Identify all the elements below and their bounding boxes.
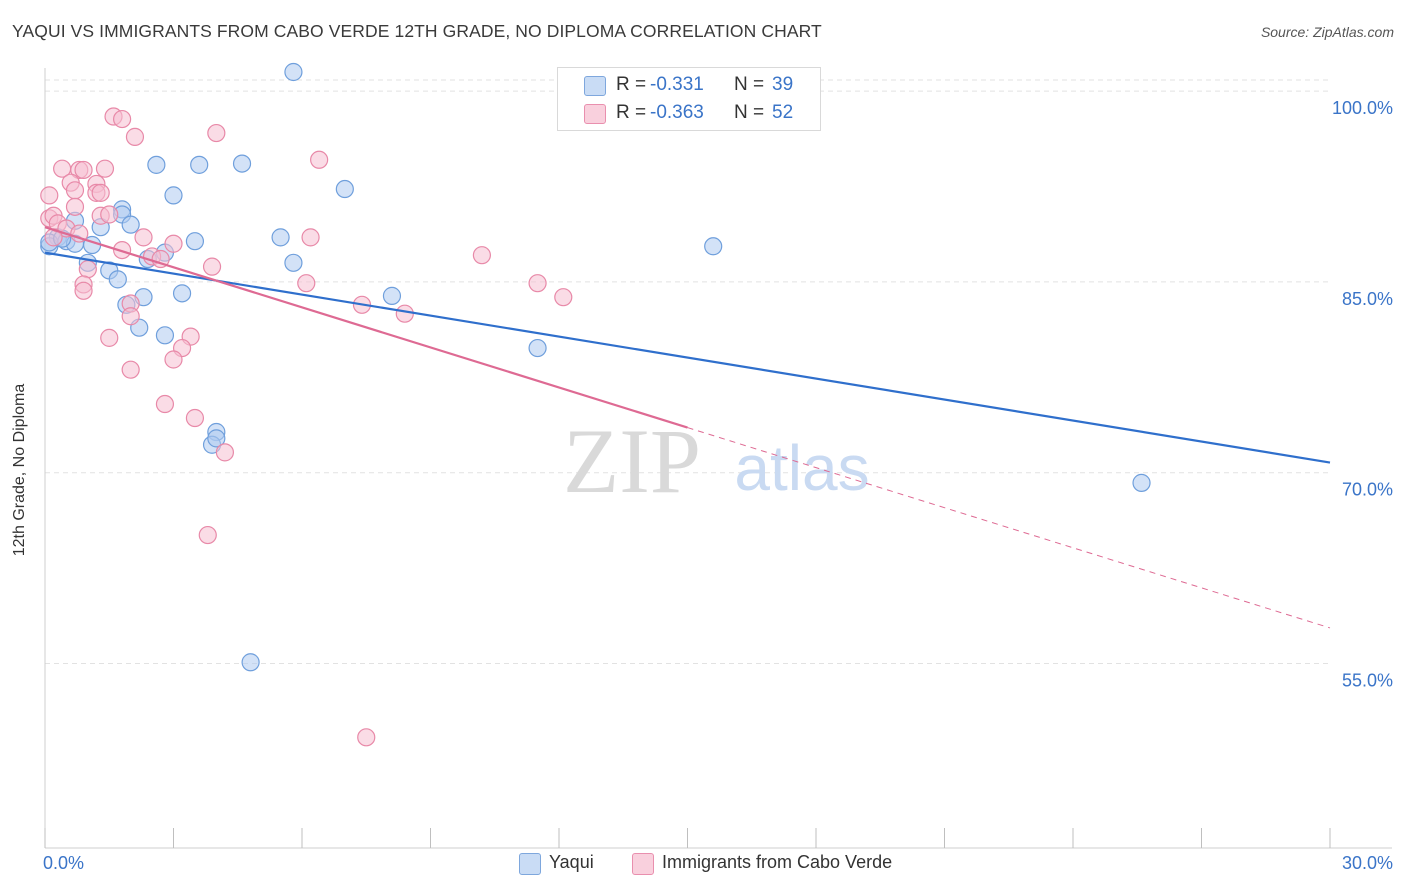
cabo-verde-point	[202, 257, 222, 276]
yaqui-point	[185, 232, 205, 251]
legend-n-label: N =	[734, 102, 765, 123]
yaqui-point	[155, 326, 175, 345]
tick-labels: 100.0% 85.0% 70.0% 55.0% 0.0% 30.0%	[43, 98, 1393, 873]
cabo-verde-point	[528, 274, 547, 293]
yaqui-point	[121, 215, 140, 234]
cabo-verde-point	[155, 394, 175, 414]
y-tick-label: 70.0%	[1342, 480, 1393, 500]
cabo-verde-point	[78, 260, 97, 279]
source-label: Source: ZipAtlas.com	[1260, 24, 1394, 40]
cabo-verde-point	[164, 234, 183, 253]
yaqui-point	[190, 155, 209, 174]
cabo-verde-point	[70, 224, 89, 243]
cabo-verde-point	[121, 360, 140, 379]
yaqui-point	[1132, 473, 1151, 492]
y-axis-label: 12th Grade, No Diploma	[11, 383, 28, 557]
y-tick-label: 55.0%	[1342, 671, 1393, 691]
yaqui-point	[241, 653, 260, 672]
watermark: ZIP atlas	[563, 410, 870, 512]
cabo-verde-point	[554, 288, 573, 307]
legend-r-label: R =	[616, 74, 647, 95]
legend-n-value: 52	[772, 102, 794, 123]
cabo-verde-point	[65, 197, 85, 216]
cabo-verde-point	[207, 123, 226, 143]
cabo-verde-point	[395, 304, 414, 323]
legend-r-value: -0.331	[650, 74, 704, 95]
chart-title: YAQUI VS IMMIGRANTS FROM CABO VERDE 12TH…	[12, 21, 822, 41]
yaqui-point	[172, 284, 192, 303]
yaqui-point	[335, 179, 354, 199]
legend-row-cabo-verde: R = -0.363 N = 52	[558, 100, 820, 128]
yaqui-point	[284, 62, 303, 82]
cabo-verde-trend-line-extension	[687, 427, 1331, 629]
legend-r-label: R =	[616, 102, 647, 123]
legend-n-label: N =	[734, 74, 765, 95]
bottom-legend-label: Yaqui	[549, 852, 594, 872]
yaqui-point	[382, 286, 402, 305]
cabo-verde-point	[151, 249, 170, 269]
legend-swatch-blue	[584, 76, 606, 96]
cabo-verde-point	[297, 274, 316, 293]
data-points	[40, 62, 1151, 747]
cabo-verde-point	[357, 728, 376, 747]
legend-r-value: -0.363	[650, 102, 704, 123]
stats-legend: R = -0.331 N = 39 R = -0.363 N = 52	[557, 67, 821, 131]
legend-n-value: 39	[772, 74, 794, 95]
legend-swatch-pink	[584, 104, 606, 124]
watermark-atlas: atlas	[734, 432, 869, 504]
x-tick-label: 0.0%	[43, 853, 84, 873]
yaqui-trend-line	[44, 251, 1331, 464]
cabo-verde-point	[215, 443, 234, 462]
cabo-verde-point	[134, 228, 153, 247]
yaqui-point	[232, 154, 252, 173]
cabo-verde-trend-line	[44, 226, 688, 429]
cabo-verde-point	[198, 525, 217, 545]
yaqui-point	[284, 253, 303, 272]
yaqui-point	[108, 270, 127, 289]
cabo-verde-point	[164, 350, 183, 369]
y-tick-label: 100.0%	[1332, 98, 1393, 118]
yaqui-point	[207, 429, 226, 448]
cabo-verde-point	[121, 307, 140, 326]
bottom-legend-swatch-blue	[519, 853, 541, 875]
cabo-verde-point	[95, 159, 115, 178]
yaqui-point	[147, 155, 166, 174]
yaqui-point	[164, 186, 183, 205]
cabo-verde-point	[301, 228, 320, 247]
yaqui-point	[528, 338, 547, 358]
regression-lines	[44, 226, 1331, 629]
cabo-verde-point	[125, 127, 145, 146]
axes	[44, 68, 1392, 849]
cabo-verde-point	[112, 109, 132, 129]
watermark-zip: ZIP	[563, 410, 701, 512]
legend-row-yaqui: R = -0.331 N = 39	[558, 72, 820, 100]
cabo-verde-point	[100, 205, 119, 224]
cabo-verde-point	[472, 246, 491, 265]
x-tick-label: 30.0%	[1342, 853, 1393, 873]
cabo-verde-point	[74, 281, 93, 300]
cabo-verde-point	[91, 183, 110, 202]
bottom-legend-swatch-pink	[632, 853, 654, 875]
cabo-verde-point	[310, 150, 329, 169]
cabo-verde-point	[100, 328, 119, 347]
cabo-verde-point	[65, 181, 85, 200]
yaqui-point	[271, 228, 290, 247]
bottom-legend-label: Immigrants from Cabo Verde	[662, 852, 893, 872]
cabo-verde-point	[185, 408, 205, 428]
cabo-verde-point	[40, 186, 59, 205]
cabo-verde-point	[74, 160, 93, 180]
yaqui-point	[704, 237, 723, 256]
y-tick-label: 85.0%	[1342, 289, 1393, 309]
